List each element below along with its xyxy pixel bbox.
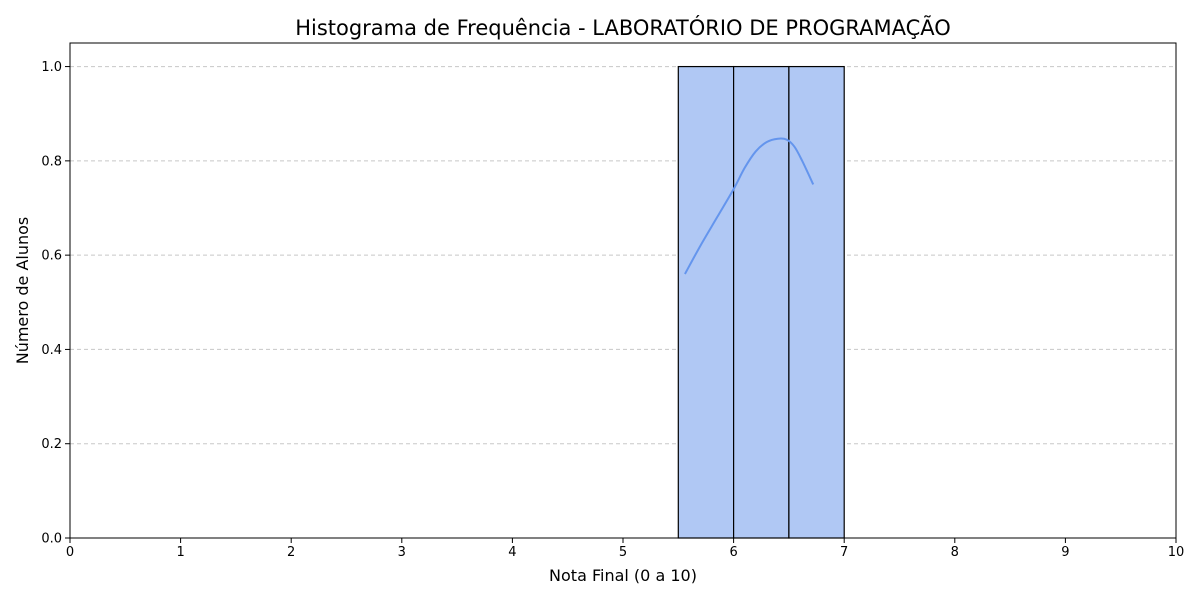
y-tick-label: 0.4 <box>41 343 62 358</box>
kde-curve <box>684 137 815 275</box>
y-axis-title: Número de Alunos <box>13 217 32 365</box>
x-tick-label: 10 <box>1168 545 1185 560</box>
bars-layer <box>677 65 845 539</box>
x-tick-label: 4 <box>508 545 516 560</box>
x-tick-label: 6 <box>729 545 737 560</box>
kde-layer <box>684 137 815 275</box>
y-tick-label: 0.6 <box>41 249 62 264</box>
x-tick-label: 3 <box>398 545 406 560</box>
y-tick-label: 0.0 <box>41 532 62 547</box>
x-tick-label: 7 <box>840 545 848 560</box>
x-tick-label: 1 <box>176 545 184 560</box>
chart-title: Histograma de Frequência - LABORATÓRIO D… <box>295 14 951 40</box>
y-tick-label: 0.8 <box>41 154 62 169</box>
histogram-bar <box>677 65 735 539</box>
plot-frame <box>69 42 1177 539</box>
x-tick-label: 9 <box>1061 545 1069 560</box>
y-tick-label: 1.0 <box>41 60 62 75</box>
x-tick-label: 0 <box>66 545 74 560</box>
x-axis-ticks: 0 1 2 3 4 5 6 7 8 9 10 <box>66 538 1184 560</box>
y-axis-ticks: 0.0 0.2 0.4 0.6 0.8 1.0 <box>41 60 70 547</box>
y-tick-label: 0.2 <box>41 437 62 452</box>
x-tick-label: 5 <box>619 545 627 560</box>
x-tick-label: 2 <box>287 545 295 560</box>
histogram-bar <box>788 65 845 539</box>
grid-layer <box>70 66 1176 539</box>
x-tick-label: 8 <box>951 545 959 560</box>
histogram-bar <box>732 65 790 539</box>
x-axis-title: Nota Final (0 a 10) <box>549 566 697 585</box>
